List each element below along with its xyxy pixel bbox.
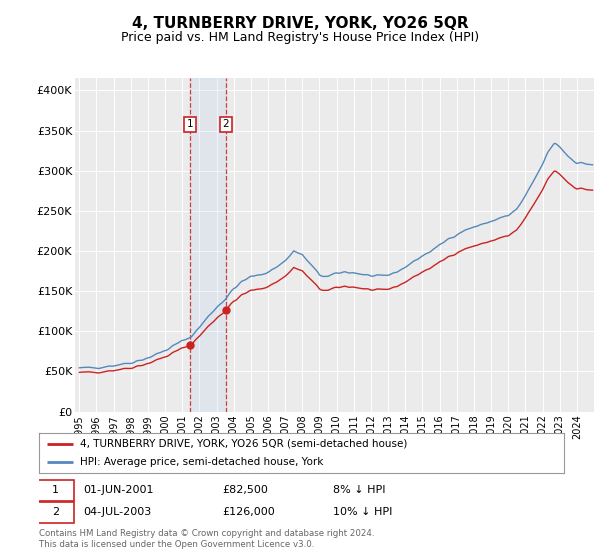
Text: 8% ↓ HPI: 8% ↓ HPI	[333, 485, 386, 495]
Text: 10% ↓ HPI: 10% ↓ HPI	[333, 507, 392, 517]
Text: 4, TURNBERRY DRIVE, YORK, YO26 5QR (semi-detached house): 4, TURNBERRY DRIVE, YORK, YO26 5QR (semi…	[80, 439, 407, 449]
Text: £126,000: £126,000	[223, 507, 275, 517]
Text: HPI: Average price, semi-detached house, York: HPI: Average price, semi-detached house,…	[80, 458, 323, 467]
Text: £82,500: £82,500	[223, 485, 269, 495]
Text: Price paid vs. HM Land Registry's House Price Index (HPI): Price paid vs. HM Land Registry's House …	[121, 31, 479, 44]
Text: 1: 1	[187, 119, 193, 129]
Text: 2: 2	[52, 507, 59, 517]
Bar	[190, 78, 226, 412]
FancyBboxPatch shape	[37, 480, 74, 501]
Text: 2: 2	[223, 119, 229, 129]
Text: Contains HM Land Registry data © Crown copyright and database right 2024.
This d: Contains HM Land Registry data © Crown c…	[39, 529, 374, 549]
Text: 04-JUL-2003: 04-JUL-2003	[83, 507, 152, 517]
Text: 01-JUN-2001: 01-JUN-2001	[83, 485, 154, 495]
Text: 1: 1	[52, 485, 59, 495]
Text: 4, TURNBERRY DRIVE, YORK, YO26 5QR: 4, TURNBERRY DRIVE, YORK, YO26 5QR	[131, 16, 469, 31]
FancyBboxPatch shape	[37, 502, 74, 523]
